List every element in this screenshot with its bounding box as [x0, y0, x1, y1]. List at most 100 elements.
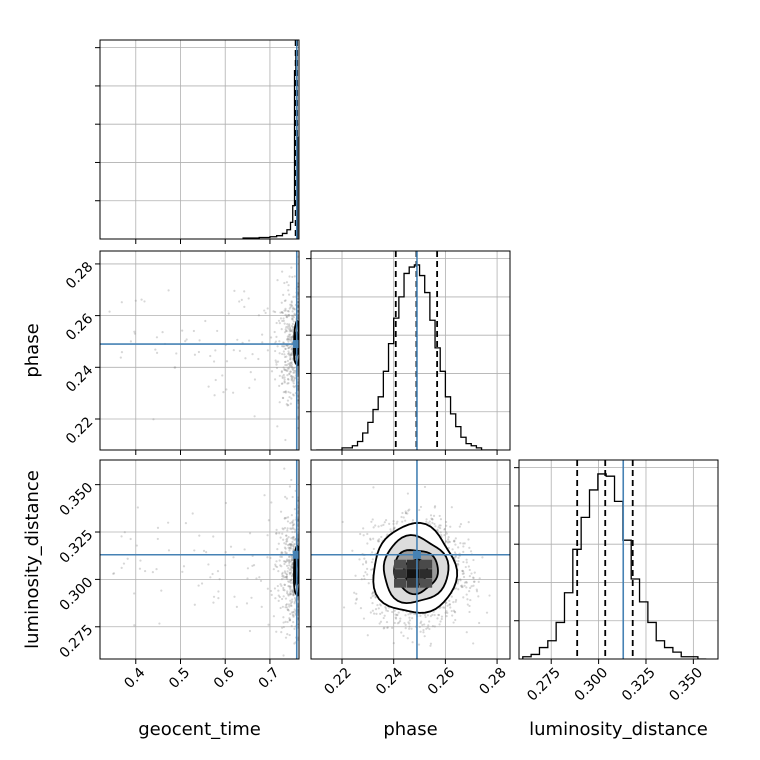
sample-point: [380, 524, 383, 527]
sample-point: [459, 523, 463, 526]
sample-point: [290, 578, 293, 582]
sample-point: [292, 382, 295, 385]
sample-point: [276, 360, 280, 363]
sample-point: [280, 382, 284, 385]
sample-point: [374, 524, 377, 527]
sample-point: [205, 550, 208, 554]
sample-point: [287, 559, 290, 563]
sample-point: [399, 617, 402, 620]
sample-point: [449, 525, 452, 528]
sample-point: [175, 352, 178, 355]
sample-point: [233, 595, 236, 598]
sample-point: [266, 349, 269, 352]
sample-point: [264, 311, 267, 315]
sample-point: [285, 516, 288, 519]
sample-point: [369, 538, 372, 541]
sample-point: [288, 543, 291, 546]
sample-point: [278, 401, 281, 404]
sample-point: [392, 522, 395, 525]
sample-point: [454, 537, 457, 540]
sample-point: [408, 508, 411, 511]
sample-point: [288, 618, 292, 621]
sample-point: [290, 558, 293, 561]
sample-point: [283, 562, 286, 566]
sample-point: [289, 370, 292, 373]
sample-point: [411, 617, 414, 620]
sample-point: [291, 310, 294, 313]
sample-point: [289, 339, 292, 342]
sample-point: [288, 372, 291, 375]
sample-point: [287, 314, 290, 318]
sample-point: [468, 575, 471, 578]
density-core-cell: [394, 578, 407, 588]
sample-point: [291, 326, 295, 329]
sample-point: [377, 540, 381, 543]
sample-point: [462, 596, 465, 599]
sample-point: [284, 360, 287, 364]
sample-point: [377, 525, 380, 528]
sample-point: [277, 542, 280, 545]
sample-point: [290, 300, 293, 303]
sample-point: [453, 610, 456, 613]
sample-point: [386, 626, 389, 629]
sample-point: [422, 631, 425, 634]
sample-point: [247, 297, 250, 300]
sample-point: [290, 303, 293, 307]
sample-point: [457, 546, 460, 549]
sample-point: [275, 532, 278, 535]
sample-point: [119, 356, 122, 359]
sample-point: [459, 579, 462, 582]
sample-point: [394, 613, 397, 616]
sample-point: [279, 317, 283, 320]
sample-point: [406, 492, 409, 495]
sample-point: [280, 630, 283, 634]
sample-point: [240, 298, 243, 301]
sample-point: [246, 567, 250, 570]
sample-point: [465, 558, 468, 561]
sample-point: [448, 603, 452, 606]
sample-point: [446, 541, 450, 544]
sample-point: [290, 478, 293, 482]
sample-point: [280, 584, 283, 587]
sample-point: [373, 612, 376, 615]
sample-point: [378, 538, 381, 541]
x-axis-label-phase: phase: [383, 719, 437, 740]
sample-point: [285, 540, 288, 543]
sample-point: [285, 316, 289, 319]
sample-point: [227, 312, 230, 315]
sample-point: [274, 359, 277, 362]
sample-point: [289, 589, 292, 593]
sample-point: [277, 570, 280, 573]
sample-point: [274, 310, 277, 314]
sample-point: [390, 530, 393, 533]
sample-point: [291, 588, 294, 591]
sample-point: [217, 590, 220, 593]
sample-point: [287, 289, 290, 292]
sample-point: [207, 385, 210, 388]
sample-point: [197, 584, 200, 587]
sample-point: [417, 643, 421, 646]
sample-point: [433, 506, 436, 509]
sample-point: [283, 368, 286, 372]
sample-point: [283, 322, 286, 325]
sample-point: [198, 534, 201, 537]
sample-point: [214, 378, 217, 382]
sample-point: [291, 314, 295, 318]
sample-point: [282, 319, 285, 322]
sample-point: [292, 527, 295, 530]
sample-point: [456, 580, 460, 583]
sample-point: [284, 347, 287, 350]
sample-point: [286, 337, 289, 340]
sample-point: [273, 330, 276, 334]
sample-point: [431, 518, 434, 521]
sample-point: [281, 376, 284, 380]
sample-point: [292, 610, 295, 613]
sample-point: [289, 338, 293, 341]
sample-point: [288, 293, 291, 296]
sample-point: [246, 577, 249, 580]
sample-point: [161, 331, 164, 334]
sample-point: [197, 350, 200, 354]
sample-point: [224, 551, 227, 554]
sample-point: [294, 528, 297, 531]
